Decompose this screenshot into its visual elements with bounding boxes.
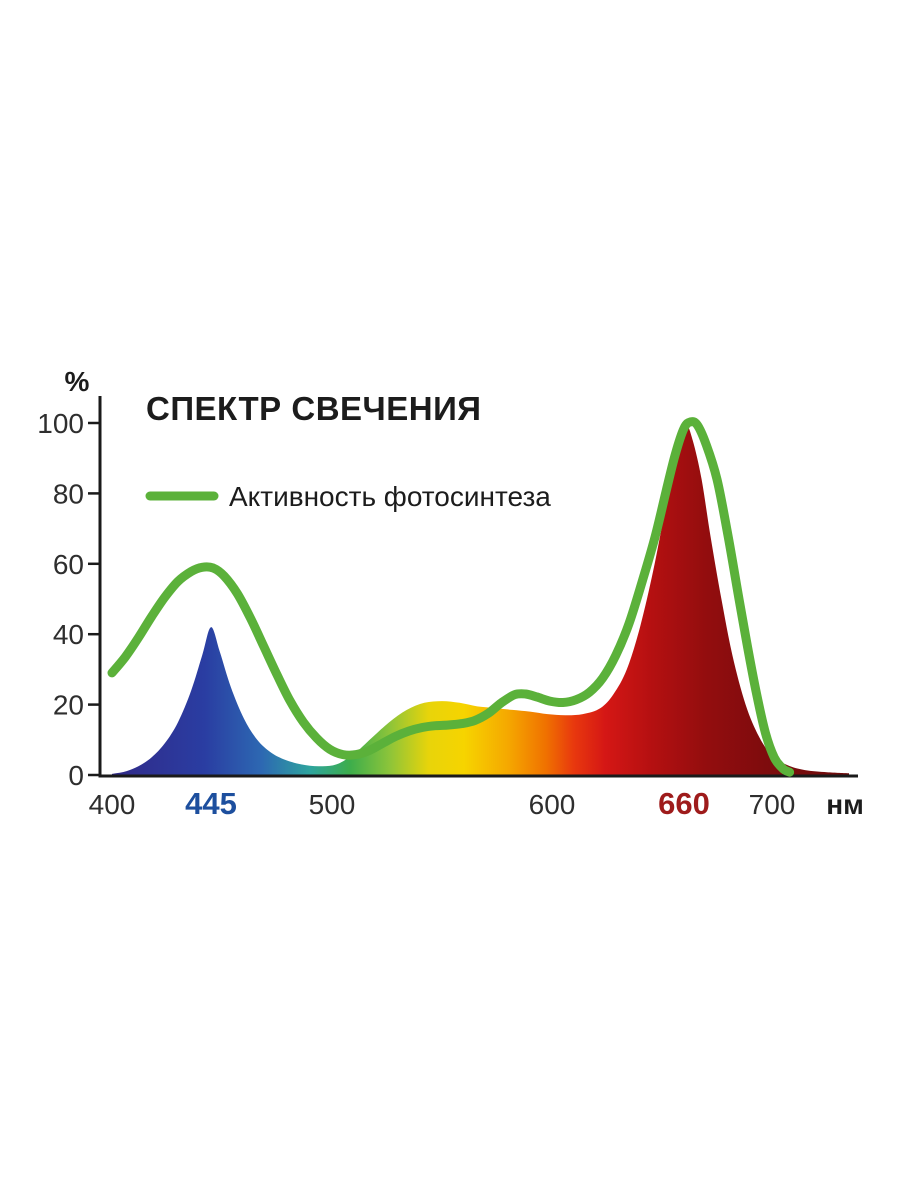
x-tick-label: 700	[749, 789, 796, 820]
y-tick-label: 60	[53, 549, 84, 580]
x-tick-label: 600	[529, 789, 576, 820]
x-tick-label: 660	[658, 786, 710, 821]
y-tick-label: 40	[53, 619, 84, 650]
x-tick-label: 445	[185, 786, 237, 821]
legend: Активность фотосинтеза	[145, 481, 551, 512]
x-tick-label: 500	[309, 789, 356, 820]
x-tick-label: 400	[89, 789, 136, 820]
plot-area: 0 20 40 60 80 100 400 445 500 600 660 700	[37, 396, 858, 821]
photosynthesis-activity-line	[107, 417, 795, 777]
y-tick-label: 100	[37, 408, 84, 439]
legend-label: Активность фотосинтеза	[229, 481, 551, 512]
y-tick-label: 80	[53, 478, 84, 509]
x-axis-unit-label: нм	[826, 789, 864, 820]
chart-title: СПЕКТР СВЕЧЕНИЯ	[146, 390, 482, 427]
y-tick-label: 0	[68, 760, 84, 791]
y-tick-label: 20	[53, 690, 84, 721]
y-axis-unit-label: %	[65, 366, 90, 397]
